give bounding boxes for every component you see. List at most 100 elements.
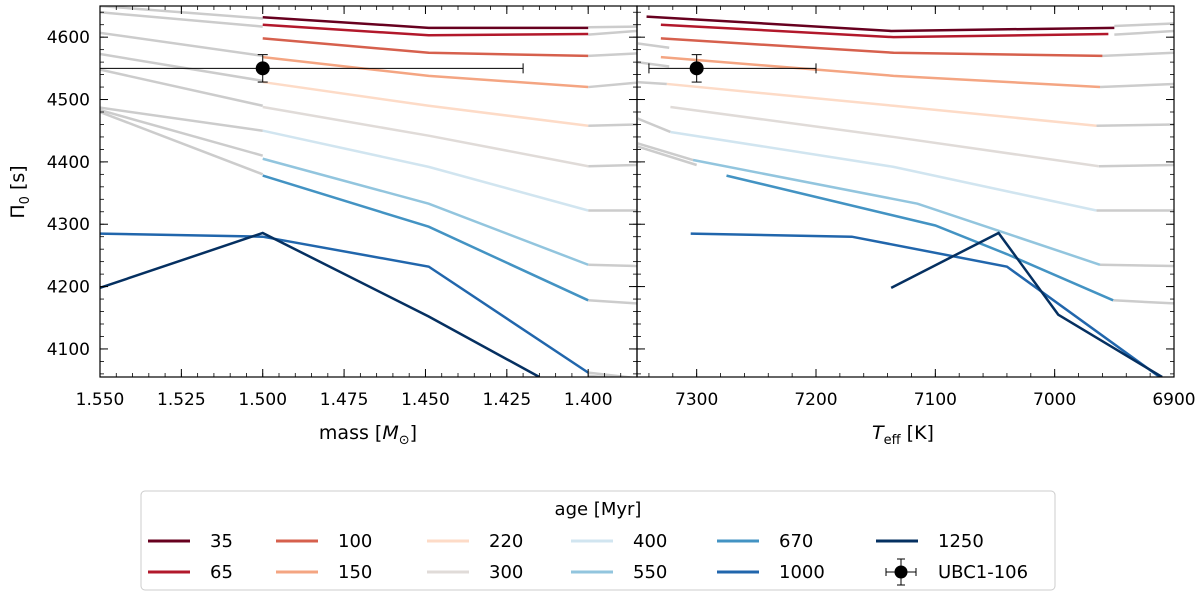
left-x-tick-label: 1.425 [482, 390, 531, 410]
left-series-35 [262, 15, 589, 30]
legend-label-100: 100 [338, 531, 372, 552]
right-grey-track-9 [1099, 82, 1174, 89]
left-grey-track-1 [100, 10, 263, 28]
y-tick-label: 4300 [47, 215, 90, 235]
right-grey-track-7 [1114, 29, 1174, 36]
right-grey-track-5 [637, 145, 698, 167]
legend-entry-65: 65 [148, 562, 233, 583]
right-x-ticks: 7300 7200 7100 7000 6900 [648, 6, 1196, 410]
legend-label-1250: 1250 [938, 531, 984, 552]
legend-entry-1000: 1000 [717, 562, 825, 583]
legend: age [Myr] 35 65 100 150 220 300 400 550 670 1000 1… [140, 490, 1056, 591]
legend-label-65: 65 [210, 562, 233, 583]
right-series-1250 [890, 231, 1163, 377]
left-grey-track-16 [588, 299, 637, 305]
legend-entry-670: 670 [717, 531, 813, 552]
y-axis-label: Π0 [s] [7, 165, 33, 218]
y-tick-label: 4600 [47, 28, 90, 48]
right-series-1000 [690, 232, 1161, 377]
right-grey-track-2 [637, 80, 667, 86]
left-grey-track-7 [100, 110, 264, 176]
left-series-150 [262, 55, 589, 89]
left-series-220 [262, 80, 589, 127]
right-grey-track-13 [1099, 263, 1174, 268]
right-axes-frame [636, 5, 1175, 378]
left-obs-point [255, 61, 270, 76]
y-tick-label: 4500 [47, 91, 90, 111]
left-series-100 [262, 37, 589, 58]
left-series-65 [262, 23, 589, 37]
legend-label-670: 670 [779, 531, 813, 552]
left-grey-track-9 [588, 29, 637, 36]
right-grey-track-11 [1098, 163, 1174, 168]
left-grey-track-13 [588, 163, 637, 168]
legend-entry-UBC1-106: UBC1-106 [885, 558, 1028, 586]
left-grey-track-8 [588, 25, 637, 29]
right-series-670 [726, 174, 1114, 302]
right-age-series [646, 15, 1163, 377]
right-series-300 [670, 105, 1099, 168]
right-x-tick-label: 7100 [914, 390, 957, 410]
legend-entry-150: 150 [276, 562, 372, 583]
left-x-axis-label: mass [M⊙] [319, 422, 417, 448]
y-tick-label: 4400 [47, 153, 90, 173]
legend-obs-marker [894, 565, 908, 579]
right-grey-track-1 [637, 60, 670, 68]
legend-entry-35: 35 [148, 531, 233, 552]
right-grey-track-3 [637, 117, 671, 134]
left-x-tick-label: 1.475 [320, 390, 369, 410]
left-series-550 [262, 157, 589, 266]
left-grey-track-3 [100, 52, 263, 83]
legend-entry-300: 300 [427, 562, 523, 583]
y-tick-label: 4200 [47, 278, 90, 298]
left-x-tick-label: 1.400 [564, 390, 613, 410]
left-grey-track-6 [100, 108, 264, 157]
legend-label-220: 220 [489, 531, 523, 552]
legend-entry-220: 220 [427, 531, 523, 552]
legend-entry-1250: 1250 [876, 531, 984, 552]
legend-entry-400: 400 [571, 531, 667, 552]
left-x-tick-label: 1.450 [401, 390, 450, 410]
right-x-tick-label: 7200 [794, 390, 837, 410]
left-x-tick-label: 1.500 [238, 390, 287, 410]
right-grey-track-10 [1096, 123, 1174, 127]
legend-entry-550: 550 [571, 562, 667, 583]
left-grey-track-4 [100, 68, 263, 107]
legend-label-1000: 1000 [779, 562, 825, 583]
right-x-tick-label: 7000 [1033, 390, 1076, 410]
left-series-1000 [100, 232, 589, 374]
left-age-series [100, 15, 589, 377]
left-grey-track-12 [588, 123, 637, 127]
legend-label-400: 400 [633, 531, 667, 552]
right-series-65 [660, 23, 1109, 39]
left-series-400 [262, 129, 589, 212]
left-series-300 [262, 105, 589, 168]
left-y-ticks: 4100 4200 4300 4400 4500 4600 [47, 11, 637, 375]
right-x-tick-label: 7300 [675, 390, 718, 410]
right-series-100 [660, 37, 1103, 58]
left-series-670 [262, 174, 589, 302]
legend-title: age [Myr] [555, 499, 642, 520]
right-grey-track-4 [637, 141, 694, 162]
legend-label-300: 300 [489, 562, 523, 583]
legend-label-35: 35 [210, 531, 233, 552]
left-x-tick-label: 1.550 [76, 390, 125, 410]
left-x-tick-label: 1.525 [157, 390, 206, 410]
legend-label-550: 550 [633, 562, 667, 583]
right-series-35 [646, 15, 1115, 33]
right-grey-track-8 [1102, 51, 1174, 58]
left-grey-tracks [100, 6, 637, 377]
left-series-1250 [100, 231, 540, 377]
right-grey-track-0 [637, 42, 670, 50]
right-grey-track-6 [1114, 22, 1174, 28]
left-observation [99, 54, 524, 83]
right-grey-track-14 [1113, 299, 1174, 305]
right-y-ticks [637, 11, 1174, 375]
left-grey-track-5 [100, 106, 263, 132]
right-x-axis-label: Teff [K] [872, 422, 934, 448]
left-grey-track-17 [588, 371, 637, 377]
right-x-tick-label: 6900 [1152, 390, 1195, 410]
legend-label-150: 150 [338, 562, 372, 583]
right-obs-point [689, 61, 704, 76]
